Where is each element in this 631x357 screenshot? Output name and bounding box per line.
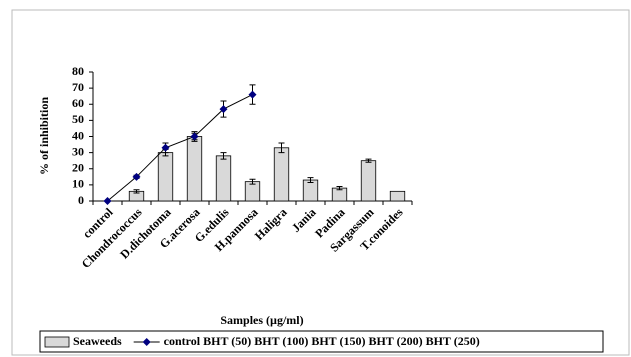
bar [157,152,174,202]
line [107,94,253,202]
y-tick-label: 0 [78,193,84,207]
legend-label: Seaweeds [73,334,122,348]
marker [161,143,170,152]
marker [248,90,257,99]
bar [389,190,406,202]
marker [190,132,199,141]
error-bar [365,158,372,163]
y-tick-label: 20 [72,161,84,175]
error-bar [133,189,140,194]
bar [360,160,377,202]
error-bar [220,152,227,160]
error-bar [278,142,285,154]
bar [302,179,319,202]
x-axis-label: Samples (µg/ml) [220,313,303,327]
bar [186,136,203,202]
error-bar [307,177,314,183]
y-tick-label: 10 [72,177,84,191]
y-tick-label: 80 [72,64,84,78]
y-axis-label: % of inhibition [37,97,51,175]
y-tick-label: 70 [72,80,84,94]
error-bar [249,178,256,185]
marker [103,197,112,205]
x-tick-label: Haligra [252,205,290,243]
y-tick-label: 60 [72,96,84,110]
legend-swatch [44,336,70,348]
legend-marker [142,338,151,346]
legend-box [39,330,604,353]
marker [132,172,141,181]
error-bar [336,185,343,191]
marker [219,105,228,114]
bar [273,147,290,202]
bar [215,155,232,202]
y-tick-label: 30 [72,144,84,158]
y-tick-label: 40 [72,128,84,142]
y-tick-label: 50 [72,112,84,126]
legend-label: control BHT (50) BHT (100) BHT (150) BHT… [164,334,480,348]
frame [11,9,630,356]
